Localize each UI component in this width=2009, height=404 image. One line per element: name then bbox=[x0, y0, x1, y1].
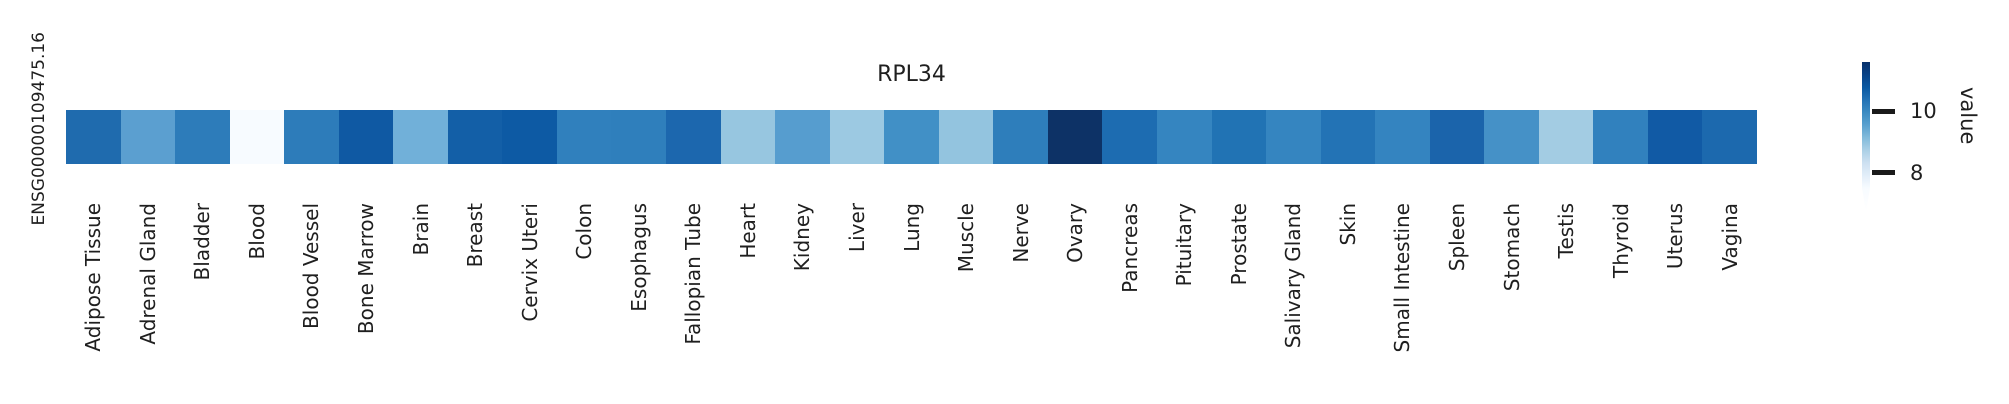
heatmap-cell-brain bbox=[393, 110, 448, 164]
colorbar-tick-label-10: 10 bbox=[1910, 99, 1937, 123]
tissue-label-blood: Blood bbox=[244, 203, 269, 260]
heatmap-cell-ovary bbox=[1047, 110, 1103, 164]
heatmap-cell-pancreas bbox=[1102, 110, 1157, 164]
heatmap-cell-skin bbox=[1320, 110, 1376, 164]
colorbar-title: value bbox=[1956, 87, 1980, 145]
tissue-label-vagina: Vagina bbox=[1717, 203, 1742, 271]
tissue-label-cervix-uteri: Cervix Uteri bbox=[517, 203, 542, 322]
tissue-label-muscle: Muscle bbox=[954, 203, 979, 273]
tissue-label-pancreas: Pancreas bbox=[1117, 203, 1142, 293]
tissue-label-kidney: Kidney bbox=[790, 203, 815, 272]
heatmap-cell-adipose-tissue bbox=[66, 110, 121, 164]
tissue-label-blood-vessel: Blood Vessel bbox=[299, 203, 324, 329]
tissue-label-liver: Liver bbox=[844, 203, 869, 253]
heatmap-cell-stomach bbox=[1484, 110, 1539, 164]
heatmap-cell-heart bbox=[720, 110, 776, 164]
colorbar-tick-10 bbox=[1872, 108, 1895, 114]
tissue-label-esophagus: Esophagus bbox=[626, 203, 651, 312]
tissue-label-uterus: Uterus bbox=[1663, 203, 1688, 270]
heatmap-cell-spleen bbox=[1429, 110, 1485, 164]
heatmap-cell-blood bbox=[229, 110, 285, 164]
colorbar-gradient bbox=[1862, 62, 1870, 188]
tissue-label-brain: Brain bbox=[408, 203, 433, 256]
tissue-label-bladder: Bladder bbox=[190, 203, 215, 281]
heatmap-cell-salivary-gland bbox=[1266, 110, 1321, 164]
heatmap-cell-uterus bbox=[1647, 110, 1703, 164]
tissue-label-bone-marrow: Bone Marrow bbox=[354, 203, 379, 335]
heatmap-cell-prostate bbox=[1211, 110, 1267, 164]
chart-title: RPL34 bbox=[877, 62, 946, 87]
tissue-label-adipose-tissue: Adipose Tissue bbox=[81, 203, 106, 352]
tissue-label-lung: Lung bbox=[899, 203, 924, 252]
tissue-label-nerve: Nerve bbox=[1008, 203, 1033, 263]
tissue-label-small-intestine: Small Intestine bbox=[1390, 203, 1415, 353]
tissue-label-breast: Breast bbox=[463, 203, 488, 268]
heatmap-cell-thyroid bbox=[1593, 110, 1648, 164]
tissue-label-spleen: Spleen bbox=[1444, 203, 1469, 272]
heatmap-cell-testis bbox=[1538, 110, 1594, 164]
heatmap-cell-liver bbox=[829, 110, 885, 164]
colorbar-tick-label-8: 8 bbox=[1910, 160, 1924, 185]
heatmap-cell-esophagus bbox=[611, 110, 667, 164]
tissue-label-testis: Testis bbox=[1554, 203, 1579, 259]
heatmap-cell-adrenal-gland bbox=[120, 110, 176, 164]
tissue-label-ovary: Ovary bbox=[1063, 203, 1088, 263]
heatmap-cell-small-intestine bbox=[1375, 110, 1430, 164]
gene-row-label: ENSG00000109475.16 bbox=[29, 32, 49, 226]
heatmap-cell-fallopian-tube bbox=[666, 110, 721, 164]
heatmap-cell-bone-marrow bbox=[338, 110, 394, 164]
heatmap-cell-colon bbox=[556, 110, 612, 164]
heatmap-cell-nerve bbox=[993, 110, 1048, 164]
tissue-label-pituitary: Pituitary bbox=[1172, 203, 1197, 287]
heatmap-cell-muscle bbox=[938, 110, 994, 164]
tissue-label-prostate: Prostate bbox=[1226, 203, 1251, 286]
colorbar-extend-arrow bbox=[1862, 188, 1870, 212]
heatmap-cell-pituitary bbox=[1156, 110, 1212, 164]
heatmap-cell-breast bbox=[447, 110, 503, 164]
tissue-label-skin: Skin bbox=[1335, 203, 1360, 246]
colorbar-tick-8 bbox=[1872, 170, 1895, 175]
heatmap-cell-bladder bbox=[175, 110, 230, 164]
heatmap-cell-vagina bbox=[1702, 110, 1757, 164]
tissue-label-adrenal-gland: Adrenal Gland bbox=[135, 203, 160, 345]
heatmap-cell-lung bbox=[884, 110, 939, 164]
heatmap-cell-cervix-uteri bbox=[502, 110, 557, 164]
tissue-label-salivary-gland: Salivary Gland bbox=[1281, 203, 1306, 349]
tissue-label-thyroid: Thyroid bbox=[1608, 203, 1633, 278]
heatmap-cell-kidney bbox=[775, 110, 830, 164]
tissue-label-heart: Heart bbox=[735, 203, 760, 259]
tissue-label-colon: Colon bbox=[572, 203, 597, 260]
tissue-label-stomach: Stomach bbox=[1499, 203, 1524, 292]
tissue-label-fallopian-tube: Fallopian Tube bbox=[681, 203, 706, 345]
heatmap-cell-blood-vessel bbox=[284, 110, 339, 164]
